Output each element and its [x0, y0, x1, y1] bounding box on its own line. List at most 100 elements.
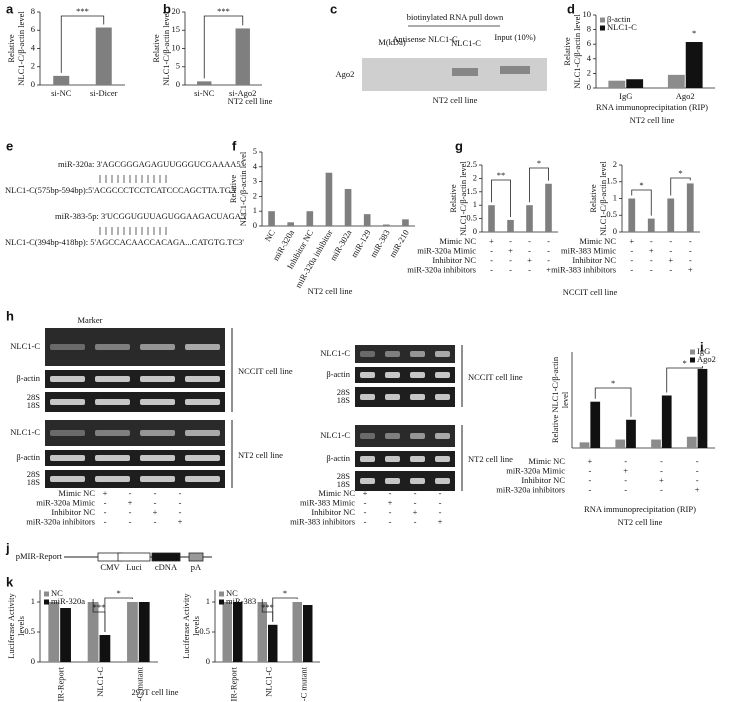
y-tick-label: 0.5	[199, 626, 210, 636]
y-tick-label: 15	[172, 24, 181, 34]
condition-sign: -	[414, 497, 417, 507]
condition-sign: -	[696, 465, 699, 475]
condition-sign: +	[659, 475, 664, 485]
y-tick-label: 2	[31, 61, 35, 71]
bar	[382, 224, 390, 226]
y-tick-label: 8	[587, 24, 591, 34]
gel-band	[95, 476, 130, 482]
y-axis-label: NLC1-C/β-actin level	[161, 11, 171, 86]
diagram-name: pMIR-Report	[16, 551, 63, 561]
condition-label: Inhibitor NC	[432, 255, 476, 265]
significance: *	[117, 588, 121, 598]
gel-band	[385, 372, 400, 378]
marker-label: Marker	[77, 315, 102, 325]
gel-band	[360, 351, 375, 357]
condition-sign: -	[588, 484, 591, 494]
y-tick-label: 1	[253, 205, 257, 215]
x-tick-label: si-NC	[51, 88, 72, 98]
condition-label: miR-383 Mimic	[300, 497, 355, 507]
bracket	[104, 597, 133, 632]
significance: ***	[261, 602, 274, 612]
bracket	[203, 15, 244, 79]
row-label: β-actin	[16, 373, 40, 383]
gel-band	[435, 478, 450, 484]
condition-sign: -	[660, 456, 663, 466]
sequence: NLC1-C(394bp-418bp): 5'AGCCACAACCACAGA..…	[5, 237, 244, 247]
condition-label: miR-383 inhibitors	[290, 516, 355, 526]
bar	[651, 439, 661, 448]
y-axis-label: Relative NLC1-C/β-actin	[550, 356, 560, 443]
lane-label: Input (10%)	[494, 32, 535, 42]
condition-sign: -	[624, 456, 627, 466]
y-tick-label: 2	[587, 67, 591, 77]
condition-sign: -	[630, 264, 633, 274]
y-tick-label: 4	[253, 161, 258, 171]
row-label: 18S	[27, 400, 41, 410]
bar	[292, 602, 302, 662]
significance: *	[639, 180, 643, 190]
condition-sign: +	[388, 497, 393, 507]
y-tick-label: 2	[253, 190, 257, 200]
bar	[507, 219, 514, 232]
gel-band	[410, 433, 425, 439]
y-axis-label: Relative	[151, 34, 161, 63]
bar	[303, 605, 313, 662]
y-axis-label: NLC1-C/β-actin level	[598, 161, 608, 236]
condition-sign: +	[668, 255, 673, 265]
bar	[628, 198, 636, 232]
bar	[60, 608, 71, 662]
x-tick-label: si-Ago2	[229, 88, 256, 98]
gel-band	[140, 376, 175, 382]
caption: NT2 cell line	[308, 286, 353, 296]
condition-sign: -	[129, 507, 132, 517]
gel	[45, 392, 225, 412]
gel-band	[452, 68, 478, 76]
x-axis-label: RNA immunoprecipitation (RIP)	[596, 102, 708, 112]
bracket	[631, 189, 652, 216]
condition-sign: -	[588, 475, 591, 485]
gel-band	[435, 433, 450, 439]
y-axis-label: Relative	[588, 184, 598, 213]
gel-band	[360, 394, 375, 400]
condition-sign: +	[363, 488, 368, 498]
condition-sign: -	[414, 488, 417, 498]
condition-sign: +	[153, 507, 158, 517]
condition-sign: -	[154, 488, 157, 498]
condition-sign: -	[179, 497, 182, 507]
bracket	[491, 179, 511, 217]
panel-label: h	[6, 308, 14, 323]
x-tick-label: pMIR-Report	[228, 666, 238, 702]
y-tick-label: 1	[613, 192, 617, 202]
condition-sign: -	[528, 264, 531, 274]
legend-label: β-actin	[607, 14, 631, 24]
bar	[647, 218, 655, 232]
condition-sign: +	[489, 236, 494, 246]
y-axis-label: NLC1-C/β-actin level	[238, 151, 248, 226]
condition-label: Inhibitor NC	[521, 475, 565, 485]
significance: *	[692, 28, 696, 38]
gel-band	[50, 344, 85, 350]
gel-band	[385, 456, 400, 462]
condition-sign: -	[689, 255, 692, 265]
bar	[235, 28, 250, 85]
gel-band	[435, 456, 450, 462]
gel	[355, 345, 455, 363]
condition-sign: +	[649, 245, 654, 255]
gel	[45, 470, 225, 488]
panel-label: f	[232, 138, 237, 153]
condition-sign: -	[490, 245, 493, 255]
row-label: 28S	[337, 471, 351, 481]
condition-sign: +	[629, 236, 634, 246]
condition-sign: -	[129, 516, 132, 526]
panel-label: j	[5, 540, 10, 555]
row-label: β-actin	[326, 453, 350, 463]
x-tick-label: IgG	[619, 91, 632, 101]
condition-sign: -	[624, 484, 627, 494]
gel-band	[410, 351, 425, 357]
gel-band	[360, 478, 375, 484]
gel	[355, 425, 455, 447]
condition-sign: -	[439, 488, 442, 498]
condition-label: miR-320a inhibitors	[496, 484, 565, 494]
caption: NCCIT cell line	[563, 287, 618, 297]
